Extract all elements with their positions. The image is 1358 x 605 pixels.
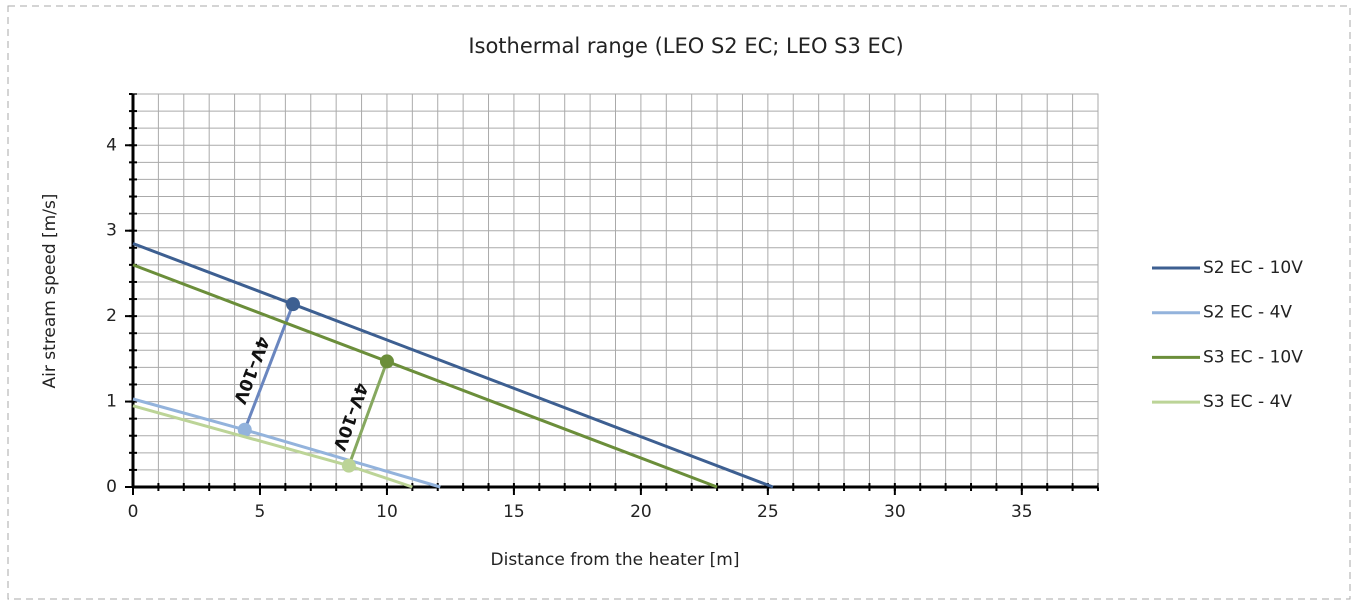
- x-tick-label: 35: [1011, 502, 1033, 522]
- series-line: [132, 397, 441, 489]
- connector-line: [243, 303, 295, 431]
- x-axis-label: Distance from the heater [m]: [491, 550, 740, 570]
- y-tick-label: 4: [106, 135, 117, 155]
- y-tick-label: 2: [106, 306, 117, 326]
- frame: [7, 5, 1351, 600]
- marker: [285, 297, 300, 312]
- y-tick-label: 1: [106, 392, 117, 412]
- x-tick-label: 25: [757, 502, 779, 522]
- y-tick-label: 3: [106, 221, 117, 241]
- marker: [341, 458, 356, 473]
- connector-line: [347, 360, 389, 467]
- series-line: [132, 263, 718, 489]
- series-line: [132, 242, 774, 489]
- x-tick-label: 20: [630, 502, 652, 522]
- y-axis-label: Air stream speed [m/s]: [40, 194, 60, 389]
- x-tick-label: 15: [503, 502, 525, 522]
- legend-label: S3 EC - 10V: [1203, 347, 1303, 367]
- marker: [379, 354, 394, 369]
- x-tick-label: 10: [376, 502, 398, 522]
- series-line: [132, 404, 413, 489]
- marker: [237, 422, 252, 437]
- x-tick-label: 0: [128, 502, 139, 522]
- x-tick-label: 30: [884, 502, 906, 522]
- legend-label: S2 EC - 10V: [1203, 258, 1303, 278]
- legend-label: S3 EC - 4V: [1203, 392, 1292, 412]
- x-tick-label: 5: [255, 502, 266, 522]
- legend-label: S2 EC - 4V: [1203, 303, 1292, 323]
- chart-title: Isothermal range (LEO S2 EC; LEO S3 EC): [468, 34, 903, 58]
- connector-label: 4V–10V: [328, 380, 371, 454]
- y-tick-label: 0: [106, 477, 117, 497]
